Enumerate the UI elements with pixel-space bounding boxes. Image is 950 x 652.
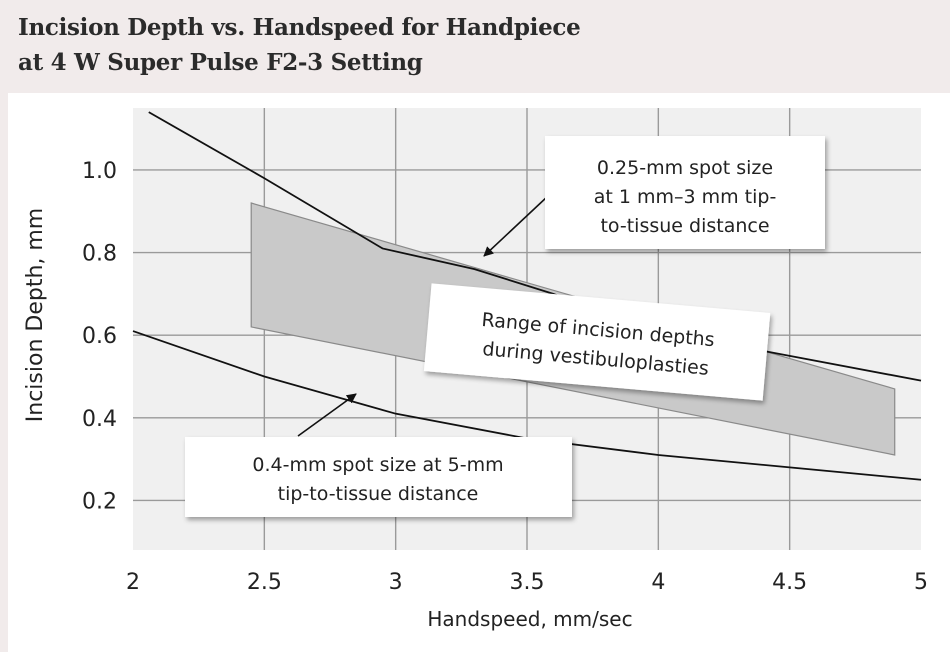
y-axis-label: Incision Depth, mm	[23, 208, 48, 422]
callout-band-box	[423, 283, 771, 401]
x-axis-label: Handspeed, mm/sec	[427, 607, 632, 631]
chart-title-line-1: Incision Depth vs. Handspeed for Handpie…	[18, 14, 581, 41]
callout-top-right-line-1: 0.25-mm spot size	[597, 157, 773, 179]
callout-top-right-line-2: at 1 mm–3 mm tip-	[594, 186, 777, 208]
x-tick-label-0: 2	[126, 570, 140, 595]
x-tick-label-3: 3.5	[510, 570, 545, 595]
x-tick-label-2: 3	[389, 570, 403, 595]
x-tick-label-1: 2.5	[247, 570, 282, 595]
chart-title: Incision Depth vs. Handspeed for Handpie…	[18, 10, 718, 80]
y-tick-label-3: 0.4	[82, 407, 117, 432]
chart-title-line-2: at 4 W Super Pulse F2-3 Setting	[18, 49, 423, 76]
y-tick-label-4: 0.2	[82, 489, 117, 514]
y-tick-label-2: 0.6	[82, 324, 117, 349]
tick-labels: 2 2.5 3 3.5 4 4.5 5 1.0 0.8 0.6 0.4 0.2	[82, 159, 928, 595]
y-tick-label-0: 1.0	[82, 159, 117, 184]
y-tick-label-1: 0.8	[82, 242, 117, 267]
callout-top-right-box	[545, 136, 825, 249]
callout-bottom-left-arrow	[297, 393, 357, 437]
x-tick-label-6: 5	[914, 570, 928, 595]
callout-top-right-line-3: to-tissue distance	[600, 215, 769, 237]
callout-top-right-arrow	[483, 195, 549, 257]
callout-band: Range of incision depths during vestibul…	[423, 283, 771, 401]
callout-bottom-left: 0.4-mm spot size at 5-mm tip-to-tissue d…	[185, 393, 572, 517]
x-tick-label-4: 4	[651, 570, 665, 595]
callout-bottom-left-line-1: 0.4-mm spot size at 5-mm	[252, 454, 503, 476]
x-tick-label-5: 4.5	[772, 570, 807, 595]
callout-bottom-left-line-2: tip-to-tissue distance	[278, 483, 479, 505]
callout-top-right: 0.25-mm spot size at 1 mm–3 mm tip- to-t…	[483, 136, 825, 257]
callout-bottom-left-box	[185, 437, 572, 517]
